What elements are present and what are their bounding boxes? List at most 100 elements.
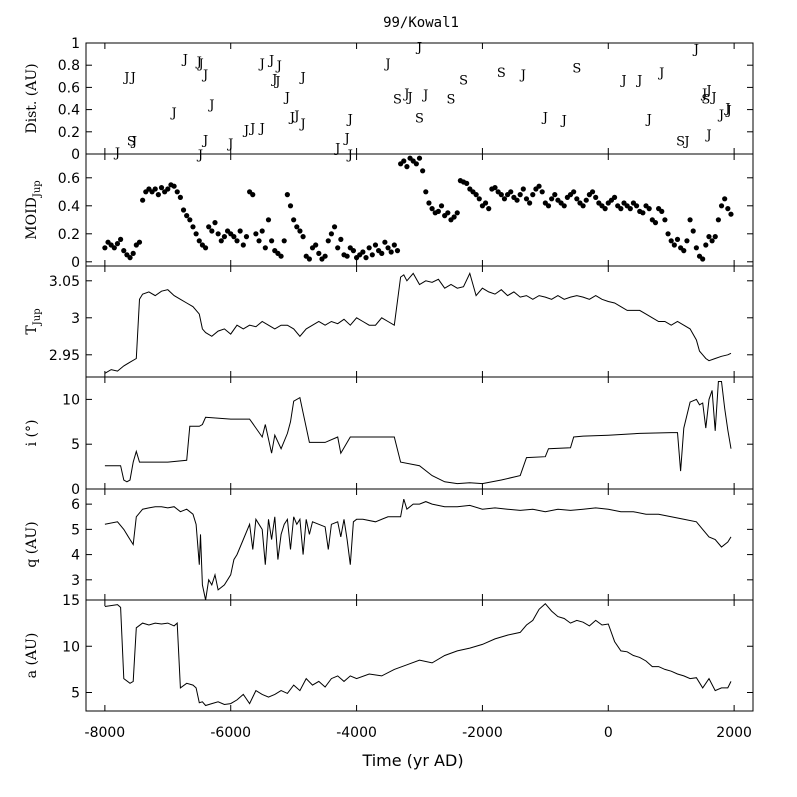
moid-point xyxy=(413,161,419,167)
moid-point xyxy=(102,245,108,251)
y-axis-label: q (AU) xyxy=(24,521,40,567)
y-tick-label: 2.95 xyxy=(49,348,80,364)
moid-point xyxy=(366,245,372,251)
moid-point xyxy=(640,210,646,216)
moid-point xyxy=(297,228,303,234)
y-axis-label: i (°) xyxy=(24,420,40,447)
moid-point xyxy=(140,197,146,203)
encounter-marker: J xyxy=(346,148,353,163)
encounter-marker: J xyxy=(288,110,295,125)
moid-point xyxy=(202,245,209,251)
encounter-marker: J xyxy=(723,101,730,116)
moid-point xyxy=(278,253,284,259)
y-axis-label-subscript: Jup xyxy=(32,180,43,198)
y-axis-label: MOIDJup xyxy=(24,180,43,239)
moid-point xyxy=(306,256,312,262)
moid-point xyxy=(602,206,608,212)
moid-point xyxy=(633,203,640,209)
moid-point xyxy=(184,213,190,219)
x-axis-label: Time (yr AD) xyxy=(361,751,463,770)
moid-point xyxy=(234,238,240,244)
moid-point xyxy=(690,228,696,234)
encounter-marker: J xyxy=(181,53,188,68)
moid-point xyxy=(501,196,508,202)
encounter-marker: J xyxy=(717,108,724,123)
moid-point xyxy=(549,196,555,202)
moid-point xyxy=(338,236,344,242)
moid-point xyxy=(259,228,265,234)
encounter-marker: J xyxy=(692,43,699,58)
encounter-marker: J xyxy=(333,141,340,156)
encounter-marker: J xyxy=(682,135,689,150)
moid-point xyxy=(190,224,196,230)
moid-point xyxy=(287,203,294,209)
encounter-marker: S xyxy=(415,111,424,126)
moid-point xyxy=(385,245,391,251)
moid-point xyxy=(344,253,350,259)
moid-point xyxy=(401,158,407,164)
moid-point xyxy=(646,206,652,212)
moid-point xyxy=(130,250,136,256)
moid-point xyxy=(206,224,212,230)
encounter-marker: J xyxy=(343,131,350,146)
y-tick-label: 3 xyxy=(71,311,80,327)
encounter-marker: J xyxy=(113,146,120,161)
encounter-marker: S xyxy=(127,135,136,150)
encounter-marker: J xyxy=(704,128,711,143)
moid-point xyxy=(674,236,681,242)
moid-point xyxy=(158,185,165,191)
moid-point xyxy=(300,234,306,240)
moid-point xyxy=(454,210,460,216)
encounter-marker: J xyxy=(201,134,208,149)
y-tick-label: 0.8 xyxy=(58,58,80,74)
encounter-marker: J xyxy=(346,112,353,127)
moid-point xyxy=(363,255,369,261)
panel-q: 3 4 5 6 q (AU) xyxy=(24,488,754,601)
moid-point xyxy=(243,234,250,240)
moid-point xyxy=(517,192,523,198)
moid-point xyxy=(728,211,734,217)
moid-point xyxy=(426,200,432,206)
moid-point xyxy=(520,186,526,192)
moid-point xyxy=(464,180,470,186)
encounter-marker: J xyxy=(519,68,526,83)
moid-point xyxy=(718,203,725,209)
moid-point xyxy=(571,189,577,195)
encounter-marker: J xyxy=(402,87,409,102)
moid-point xyxy=(445,210,451,216)
encounter-marker: J xyxy=(298,70,305,85)
encounter-marker: J xyxy=(129,70,136,85)
y-tick-label: 5 xyxy=(71,522,80,538)
moid-point xyxy=(611,194,618,200)
moid-point xyxy=(451,214,457,220)
encounter-marker: J xyxy=(267,54,274,69)
encounter-marker: J xyxy=(195,55,202,70)
moid-point xyxy=(492,185,498,191)
encounter-marker: S xyxy=(393,93,402,108)
encounter-marker: J xyxy=(541,110,548,125)
moid-point xyxy=(350,248,357,254)
moid-point xyxy=(360,249,366,255)
incl-line xyxy=(104,381,732,485)
panel-incl: 0 5 10 i (°) xyxy=(24,376,754,498)
encounter-marker: J xyxy=(700,87,707,102)
moid-point xyxy=(152,186,158,192)
y-tick-label: 10 xyxy=(62,639,80,655)
moid-point xyxy=(212,220,218,226)
encounter-marker: J xyxy=(421,88,428,103)
encounter-marker: J xyxy=(201,68,208,83)
moid-point xyxy=(240,242,246,248)
encounter-marker: J xyxy=(657,66,664,81)
moid-point xyxy=(291,217,297,223)
moid-point xyxy=(652,220,659,226)
y-axis-label-main: i (°) xyxy=(24,420,40,447)
moid-point xyxy=(429,206,435,212)
encounter-marker: J xyxy=(415,40,422,55)
encounter-marker: J xyxy=(258,57,265,72)
y-axis-label-main: Dist. (AU) xyxy=(24,63,40,133)
panel-moid: 0 0.2 0.4 0.6 MOIDJup xyxy=(24,153,754,271)
moid-point xyxy=(668,238,674,244)
moid-point xyxy=(322,253,328,259)
moid-point xyxy=(265,217,272,223)
